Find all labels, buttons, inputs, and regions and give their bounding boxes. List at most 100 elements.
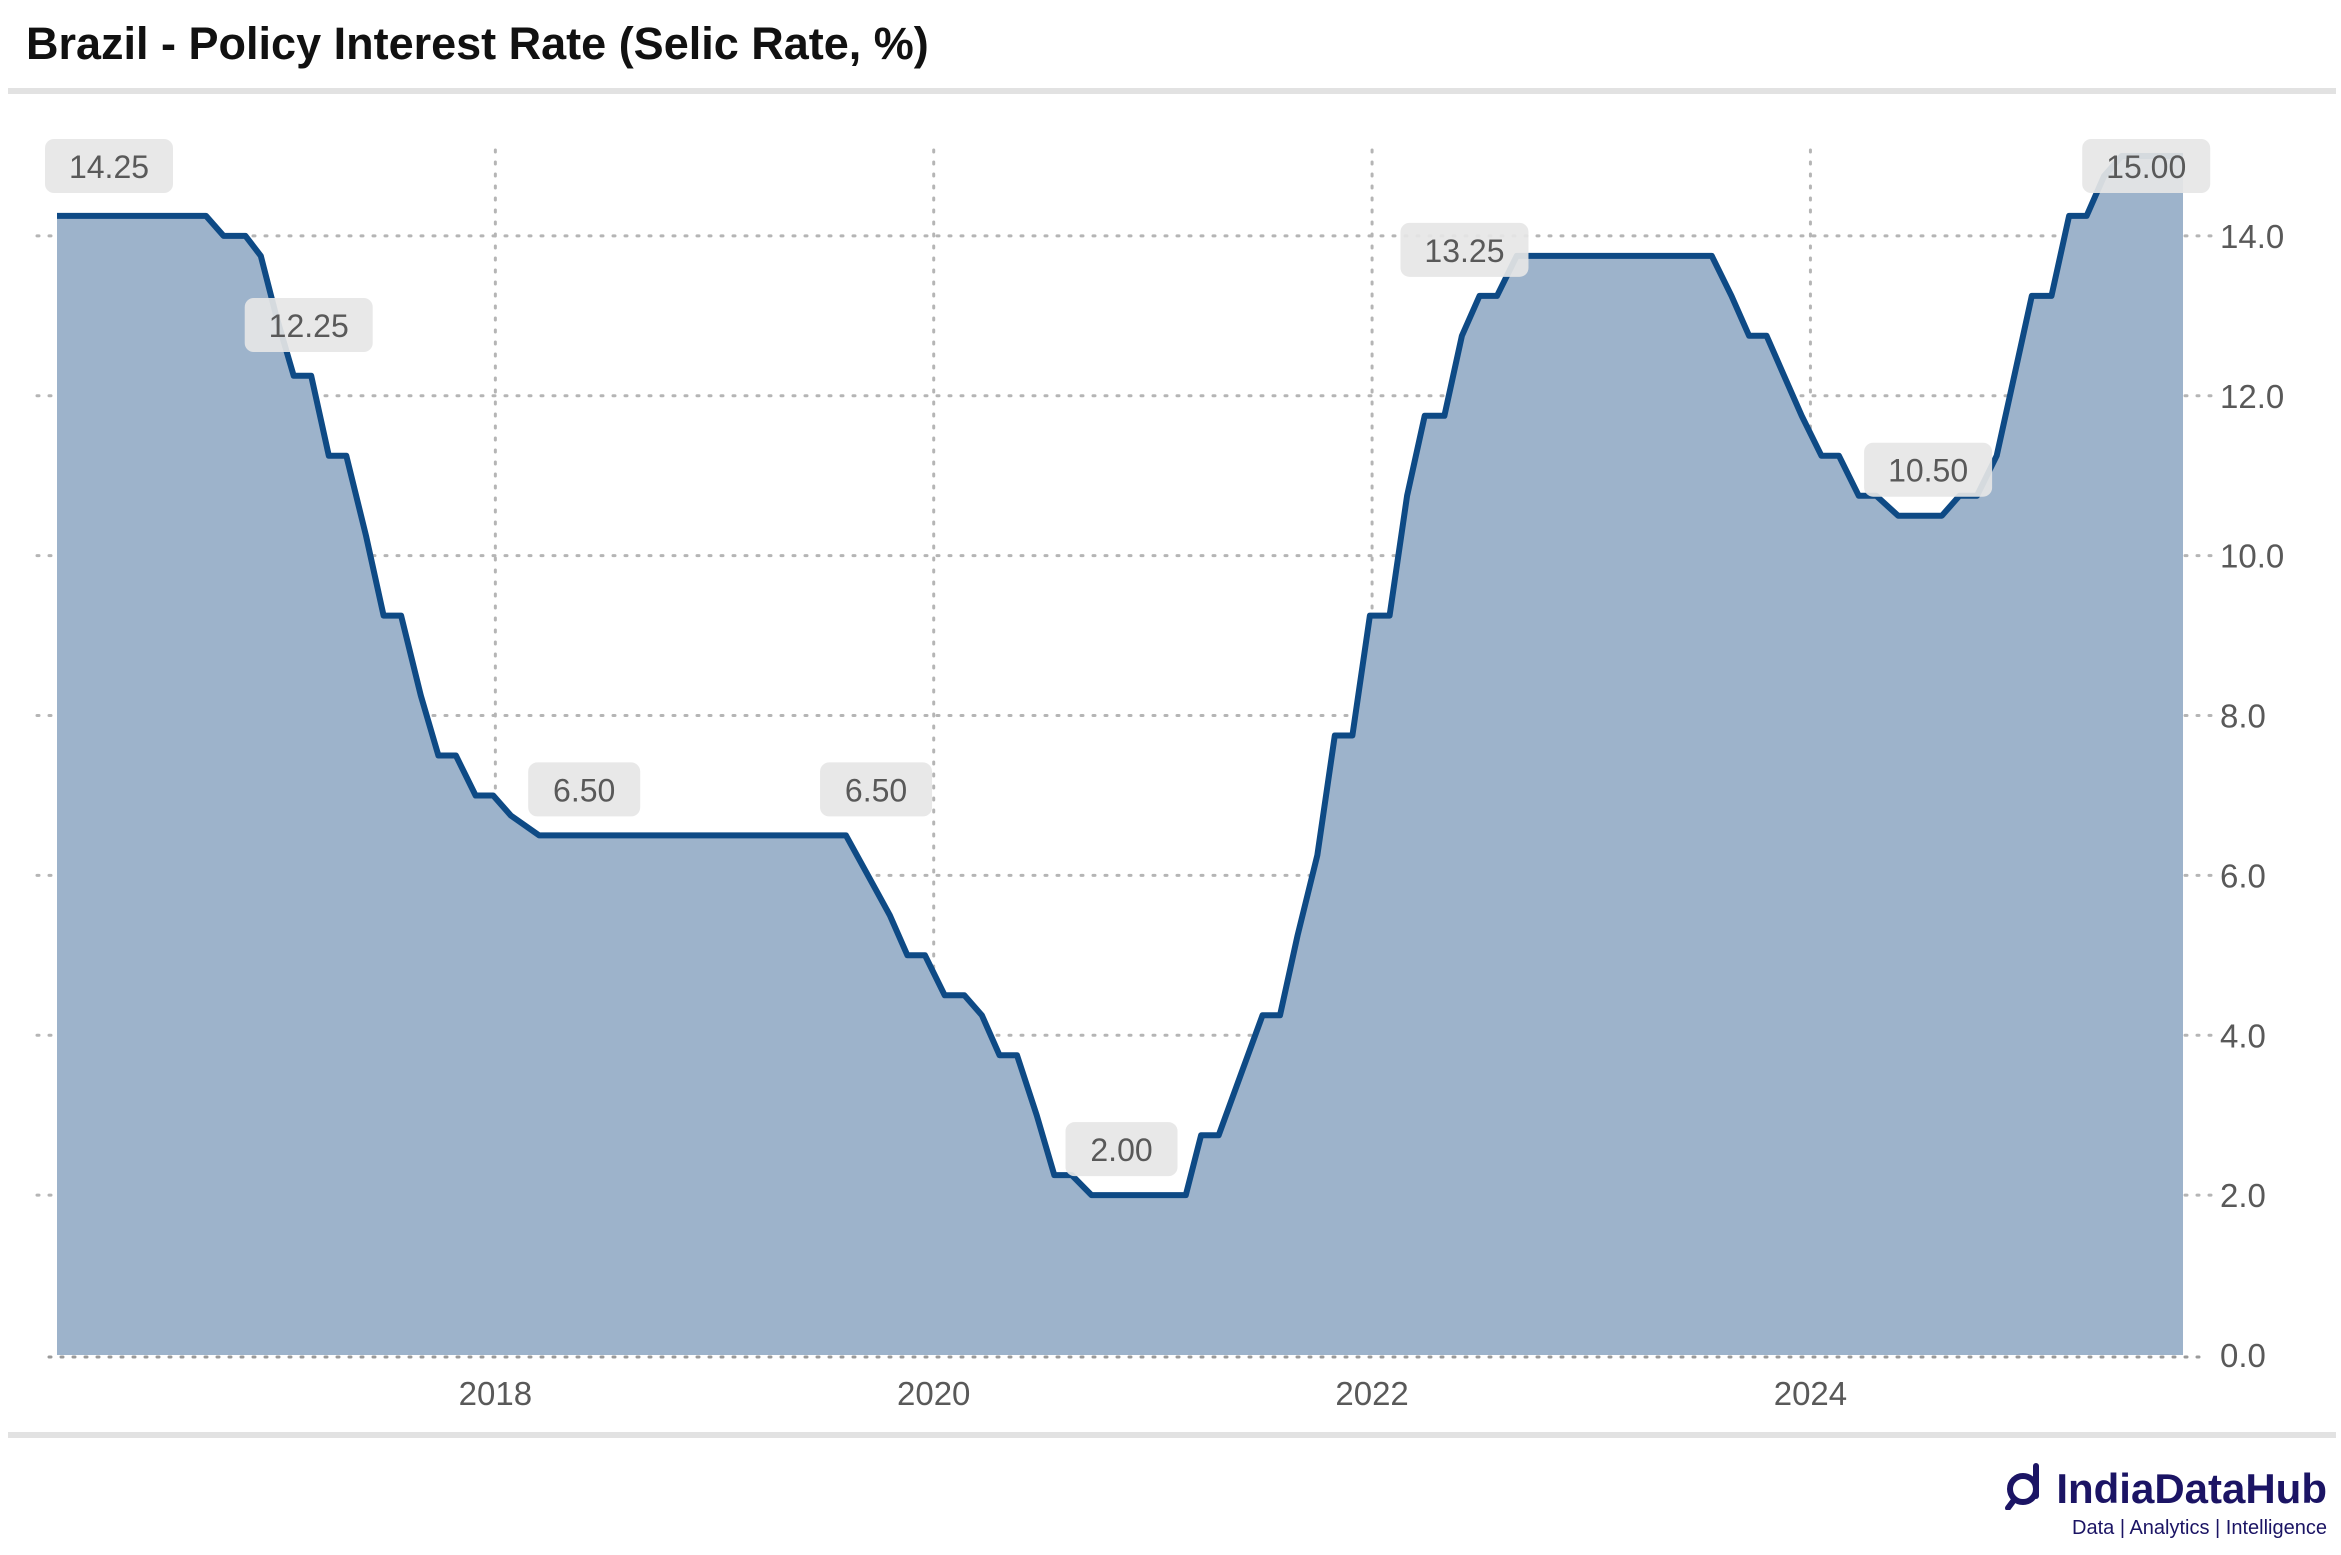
x-tick-label: 2018	[459, 1375, 532, 1412]
data-point	[1995, 454, 1999, 458]
data-point	[327, 454, 331, 458]
data-point	[1260, 1013, 1264, 1017]
data-label-text: 12.25	[269, 308, 349, 344]
x-tick-label: 2020	[897, 1375, 970, 1412]
magnifier-d-icon	[2004, 1462, 2046, 1515]
x-tick-label: 2022	[1335, 1375, 1408, 1412]
data-label: 2.00	[1065, 1122, 1178, 1177]
y-tick-label: 2.0	[2220, 1177, 2266, 1214]
data-point	[1710, 254, 1714, 258]
data-point	[1368, 614, 1372, 618]
data-point	[55, 214, 59, 218]
data-point	[292, 374, 296, 378]
data-point	[364, 534, 368, 538]
series-line	[57, 153, 2183, 1199]
y-tick-label: 12.0	[2220, 378, 2284, 415]
top-divider	[8, 88, 2336, 94]
data-point	[1896, 514, 1900, 518]
data-point	[923, 953, 927, 957]
data-point	[905, 953, 909, 957]
data-point	[509, 813, 513, 817]
data-point	[1052, 1173, 1056, 1177]
y-tick-label: 8.0	[2220, 698, 2266, 735]
data-label-text: 15.00	[2106, 149, 2186, 185]
data-point	[1388, 614, 1392, 618]
data-point	[436, 753, 440, 757]
data-point	[1747, 334, 1751, 338]
data-point	[491, 793, 495, 797]
data-label: 13.25	[1400, 222, 1529, 277]
data-point	[1782, 374, 1786, 378]
data-label-bubble	[2082, 139, 2211, 193]
data-point	[537, 833, 541, 837]
series-area	[57, 156, 2183, 1355]
brand-tagline: Data | Analytics | Intelligence	[2072, 1517, 2327, 1539]
data-point	[1460, 334, 1464, 338]
x-tick-label: 2024	[1774, 1375, 1847, 1412]
data-point	[1239, 1073, 1243, 1077]
data-point	[399, 614, 403, 618]
data-label: 14.25	[45, 139, 173, 193]
data-point	[1940, 514, 1944, 518]
data-point	[962, 993, 966, 997]
data-label: 6.50	[820, 762, 933, 817]
chart-title: Brazil - Policy Interest Rate (Selic Rat…	[26, 18, 929, 69]
data-point	[1184, 1193, 1188, 1197]
data-label: 6.50	[528, 762, 641, 817]
data-point	[1857, 494, 1861, 498]
data-label-text: 14.25	[69, 149, 149, 185]
data-point	[1296, 933, 1300, 937]
data-point	[997, 1053, 1001, 1057]
data-point	[204, 214, 208, 218]
data-point	[2085, 214, 2089, 218]
data-point	[1405, 494, 1409, 498]
data-label-text: 6.50	[845, 772, 907, 808]
data-point	[1495, 294, 1499, 298]
brand-block: IndiaDataHub Data | Analytics | Intellig…	[2004, 1462, 2327, 1540]
data-point	[866, 873, 870, 877]
data-point	[259, 254, 263, 258]
bottom-divider	[8, 1432, 2336, 1438]
data-label: 15.00	[2082, 139, 2211, 193]
data-point	[474, 793, 478, 797]
data-point	[344, 454, 348, 458]
data-point	[888, 913, 892, 917]
data-point	[1315, 853, 1319, 857]
data-point	[943, 993, 947, 997]
data-point	[1819, 454, 1823, 458]
data-point	[1278, 1013, 1282, 1017]
y-tick-label: 0.0	[2220, 1337, 2266, 1374]
data-point	[1477, 294, 1481, 298]
data-label: 12.25	[244, 298, 373, 352]
data-point	[1217, 1133, 1221, 1137]
data-point	[1800, 414, 1804, 418]
data-point	[1015, 1053, 1019, 1057]
data-label: 10.50	[1864, 442, 1993, 497]
data-label-text: 13.25	[1424, 233, 1504, 269]
data-point	[243, 234, 247, 238]
data-label-bubble	[244, 298, 373, 352]
data-point	[1442, 414, 1446, 418]
data-point	[1333, 734, 1337, 738]
data-labels: 14.25 12.25 6.50 6.50 2.00 13.25 10.50 15.00	[45, 139, 2211, 1197]
data-label-text: 6.50	[553, 772, 615, 808]
data-label-bubble	[1400, 222, 1529, 277]
data-label-bubble	[528, 762, 641, 817]
y-tick-label: 6.0	[2220, 857, 2266, 894]
chart-plot: 0.0 2.0 4.0 6.0 8.0 10.0 12.0 14.0 2018 2020 2022 2…	[35, 139, 2284, 1412]
data-label-bubble	[820, 762, 933, 817]
data-label-text: 10.50	[1888, 453, 1968, 489]
data-point	[980, 1013, 984, 1017]
y-tick-label: 4.0	[2220, 1017, 2266, 1054]
data-point	[1730, 294, 1734, 298]
y-tick-label: 10.0	[2220, 538, 2284, 575]
axes: 0.0 2.0 4.0 6.0 8.0 10.0 12.0 14.0 2018 2020 2022 2…	[47, 218, 2284, 1412]
data-point	[1837, 454, 1841, 458]
data-label-bubble	[1065, 1122, 1178, 1177]
data-point	[1090, 1193, 1094, 1197]
data-label-text: 2.00	[1090, 1132, 1152, 1168]
data-point	[1035, 1113, 1039, 1117]
data-point	[309, 374, 313, 378]
data-point	[2067, 214, 2071, 218]
data-point	[2030, 294, 2034, 298]
